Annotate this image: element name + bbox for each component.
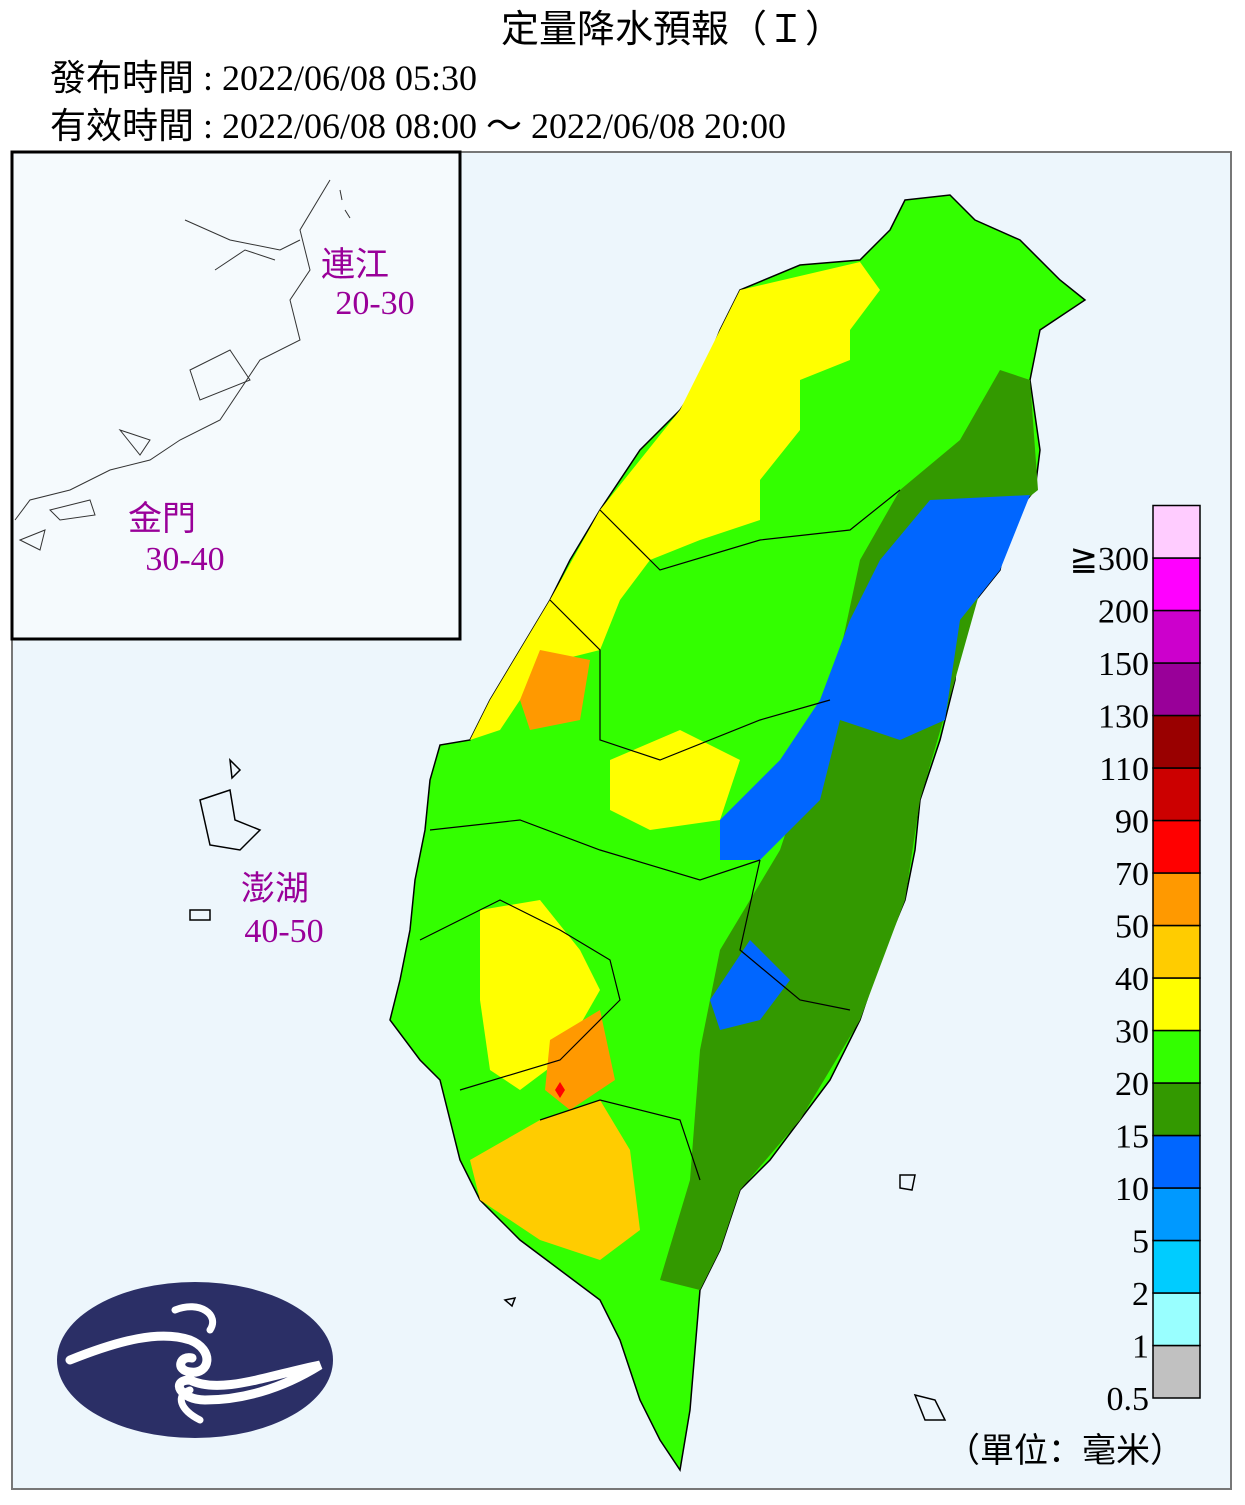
rain-area (555, 1082, 565, 1098)
legend-label: 20 (1115, 1066, 1149, 1103)
island-name: 金門 (128, 500, 196, 538)
legend-swatch (1152, 1134, 1201, 1189)
county-borders (419, 489, 901, 1181)
legend: 0.5 1 2 5 10 15 20 30 40 50 70 90 110 130 150 200 ≧300 (1070, 504, 1201, 1418)
rain-area (470, 262, 880, 740)
rain-area (710, 940, 790, 1030)
legend-swatch (1152, 924, 1201, 979)
small-islands (189, 757, 947, 1421)
legend-label: 2 (1132, 1276, 1149, 1313)
unit-label: （單位：毫米） (946, 1432, 1184, 1470)
island-range: 40-50 (244, 913, 323, 950)
legend-label: 5 (1132, 1224, 1149, 1261)
legend-swatch (1152, 557, 1201, 612)
island-range: 30-40 (145, 541, 224, 578)
legend-label: ≧300 (1070, 541, 1150, 578)
legend-label: 10 (1115, 1171, 1149, 1208)
issue-time: 發布時間 : 2022/06/08 05:30 (50, 58, 477, 98)
legend-swatch (1152, 504, 1201, 559)
legend-label: 200 (1098, 594, 1149, 631)
legend-label: 30 (1115, 1014, 1149, 1051)
legend-swatch (1152, 819, 1201, 874)
taiwan (389, 194, 1087, 1472)
legend-swatch (1152, 1082, 1201, 1137)
legend-label: 110 (1099, 751, 1149, 788)
legend-label: 1 (1132, 1329, 1149, 1366)
island-range: 20-30 (335, 285, 414, 322)
rain-area (470, 1100, 640, 1260)
title: 定量降水預報（Ｉ） (501, 9, 843, 51)
legend-label: 40 (1115, 961, 1149, 998)
legend-swatch (1152, 1187, 1201, 1242)
rain-area (545, 1010, 615, 1110)
legend-label: 150 (1098, 646, 1149, 683)
inset-coastline (14, 179, 351, 551)
logo (57, 1282, 333, 1438)
rain-area (520, 650, 590, 730)
legend-swatch (1152, 714, 1201, 769)
legend-swatch (1152, 1344, 1201, 1399)
legend-label: 70 (1115, 856, 1149, 893)
rain-area (720, 495, 1030, 860)
legend-label: 15 (1115, 1119, 1149, 1156)
legend-swatch (1152, 977, 1201, 1032)
legend-label: 130 (1098, 699, 1149, 736)
island-name: 連江 (321, 246, 389, 284)
legend-swatch (1152, 662, 1201, 717)
legend-label: 50 (1115, 909, 1149, 946)
legend-label: 90 (1115, 804, 1149, 841)
legend-swatch (1152, 767, 1201, 822)
legend-swatch (1152, 1029, 1201, 1084)
legend-swatch (1152, 872, 1201, 927)
legend-swatch (1152, 1292, 1201, 1347)
island-name: 澎湖 (241, 870, 309, 908)
legend-swatch (1152, 609, 1201, 664)
legend-label: 0.5 (1107, 1381, 1150, 1418)
legend-swatch (1152, 1239, 1201, 1294)
valid-time: 有效時間 : 2022/06/08 08:00 ～ 2022/06/08 20:… (50, 106, 786, 146)
rain-area (610, 730, 740, 830)
